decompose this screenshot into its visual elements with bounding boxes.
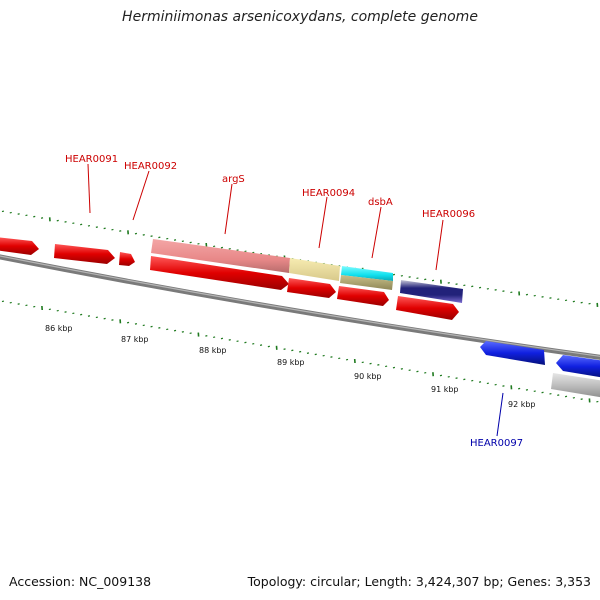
gene-arrow-fwd[interactable] [337, 286, 389, 306]
gene-label-hear0091[interactable]: HEAR0091 [65, 154, 118, 165]
pointer-line [435, 219, 444, 271]
kbp-label: 87 kbp [121, 335, 149, 344]
kbp-labels: 86 kbp 87 kbp 88 kbp 89 kbp 90 kbp 91 kb… [45, 324, 536, 409]
gene-arrow-fwd[interactable] [287, 278, 336, 298]
genome-backbone [0, 254, 600, 360]
hear0096-feature[interactable] [400, 280, 463, 303]
gene-arrow-fwd[interactable] [396, 296, 459, 320]
pointer-line [496, 392, 504, 437]
gene-arrow-rev[interactable] [556, 355, 600, 378]
kbp-label: 92 kbp [508, 400, 536, 409]
kbp-label: 89 kbp [277, 358, 305, 367]
gene-arrow-fwd[interactable] [0, 237, 39, 255]
pointer-line [318, 196, 328, 249]
dsbA-feature-top[interactable] [341, 266, 393, 281]
kbp-label: 86 kbp [45, 324, 73, 333]
kbp-label: 90 kbp [354, 372, 382, 381]
reverse-genes [480, 341, 600, 398]
kbp-label: 91 kbp [431, 385, 459, 394]
gene-arrow-rev[interactable] [480, 341, 545, 365]
gray-feature[interactable] [551, 373, 600, 398]
map-title: Herminiimonas arsenicoxydans, complete g… [122, 9, 478, 25]
gene-label-args[interactable]: argS [222, 174, 245, 185]
gene-arrow-fwd[interactable] [54, 244, 115, 264]
hear0094-feature[interactable] [289, 258, 340, 281]
dsbA-feature-bottom[interactable] [340, 275, 393, 290]
argS-feature[interactable] [151, 239, 290, 273]
gene-label-dsba[interactable]: dsbA [368, 197, 393, 208]
pointer-line [224, 183, 233, 235]
pointer-line [87, 163, 91, 214]
gene-label-hear0097[interactable]: HEAR0097 [470, 438, 523, 449]
gene-label-hear0096[interactable]: HEAR0096 [422, 209, 475, 220]
pointer-line [371, 206, 382, 259]
pointer-line [132, 170, 150, 221]
accession-text: Accession: NC_009138 [9, 574, 152, 589]
kbp-label: 88 kbp [199, 346, 227, 355]
forward-genes [0, 237, 459, 320]
gene-label-hear0094[interactable]: HEAR0094 [302, 188, 355, 199]
tick-row-outer [1, 210, 599, 307]
gene-label-hear0092[interactable]: HEAR0092 [124, 161, 177, 172]
tick-row-inner [1, 300, 599, 403]
label-pointers [87, 163, 504, 437]
feature-row [151, 239, 463, 303]
gene-labels: HEAR0091 HEAR0092 argS HEAR0094 dsbA HEA… [65, 154, 523, 449]
gene-arrow-fwd[interactable] [119, 252, 135, 266]
genome-backbone-highlight [0, 255, 600, 357]
genome-stats-text: Topology: circular; Length: 3,424,307 bp… [247, 574, 591, 589]
gene-arrow-fwd[interactable] [150, 256, 289, 290]
